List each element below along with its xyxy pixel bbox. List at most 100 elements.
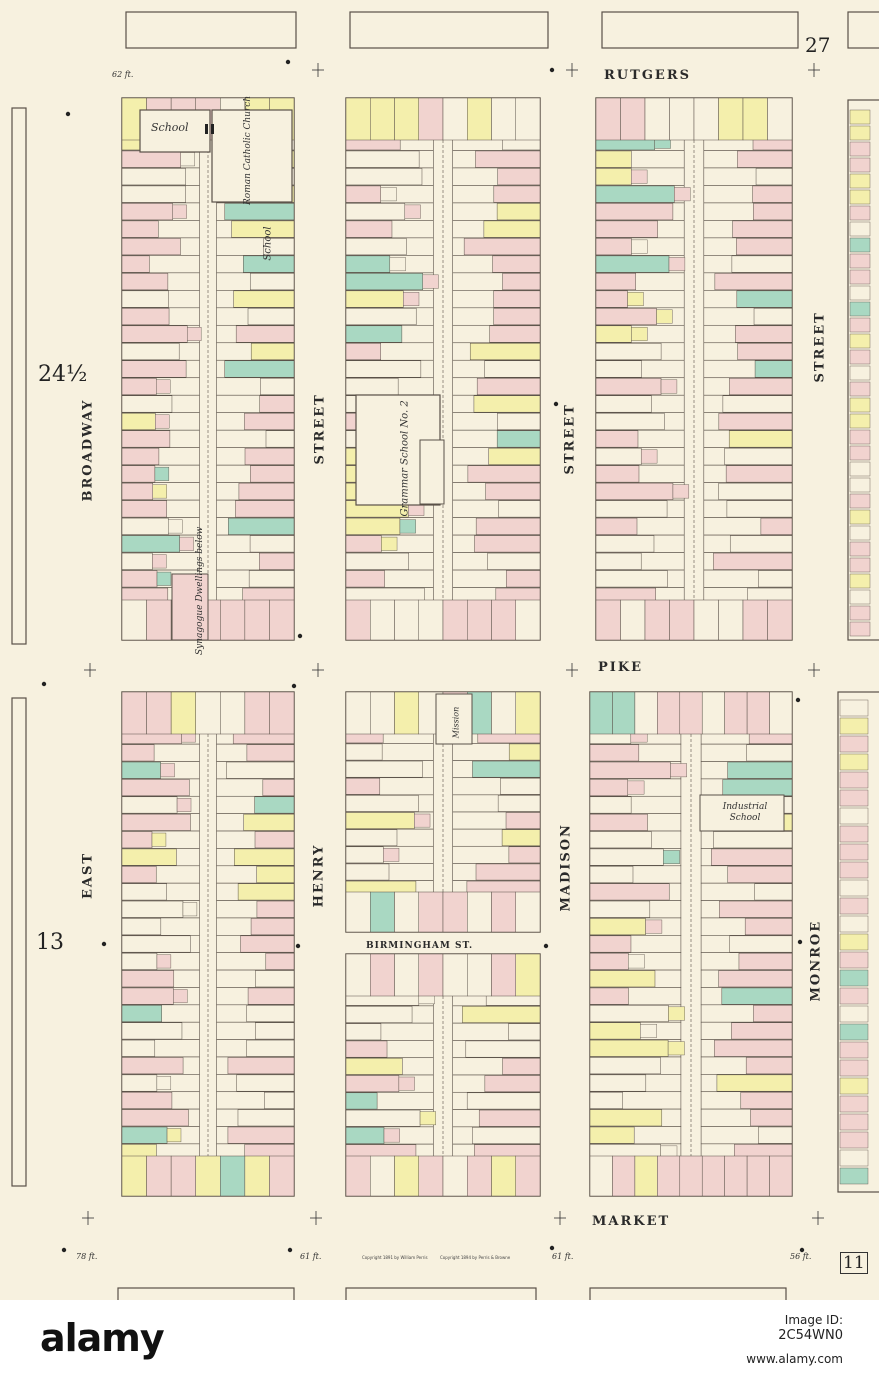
- building: [121, 360, 187, 378]
- hydrant-dot: [549, 67, 555, 73]
- frontage-lot: [269, 1155, 295, 1197]
- hydrant-dot: [285, 59, 291, 65]
- building: [121, 952, 158, 970]
- building: [121, 238, 181, 256]
- building: [493, 290, 541, 308]
- frontage-lot: [146, 691, 172, 735]
- building: [496, 203, 541, 221]
- frontage-lot: [418, 599, 444, 641]
- frontage-lot: [394, 1155, 419, 1197]
- building: [484, 360, 541, 378]
- frontage-lot: [746, 1155, 770, 1197]
- right-edge-lot: [839, 1077, 869, 1095]
- grammar-school-wing: [419, 439, 445, 505]
- frontage-lot: [418, 891, 444, 933]
- right-edge-lot: [849, 365, 871, 381]
- right-edge-lot: [839, 843, 869, 861]
- frontage-lot: [220, 691, 246, 735]
- building: [121, 150, 181, 168]
- building: [589, 883, 670, 901]
- frontage-lot: [724, 1155, 748, 1197]
- right-edge-lot: [839, 825, 869, 843]
- frontage-lot: [121, 1155, 147, 1197]
- building: [249, 535, 295, 553]
- frontage-lot: [669, 599, 695, 641]
- church-marker: [211, 124, 214, 134]
- building: [760, 517, 793, 535]
- right-edge-lot: [839, 699, 869, 717]
- hydrant-dot: [297, 633, 303, 639]
- right-edge-lot: [849, 157, 871, 173]
- building: [345, 517, 401, 535]
- building: [714, 273, 793, 291]
- rear-building: [182, 902, 198, 917]
- building: [467, 465, 541, 483]
- rear-building: [672, 484, 690, 499]
- building: [719, 900, 793, 918]
- building: [501, 829, 541, 847]
- building: [498, 500, 541, 518]
- hydrant-dot: [101, 941, 107, 947]
- building: [254, 796, 295, 814]
- hydrant-dot: [549, 1245, 555, 1251]
- building: [595, 447, 642, 465]
- building: [121, 517, 169, 535]
- plate-number: 27: [805, 33, 831, 57]
- building: [240, 935, 295, 953]
- building: [260, 377, 295, 395]
- frontage-lot: [345, 599, 371, 641]
- right-edge-lot: [849, 429, 871, 445]
- frontage-lot: [657, 691, 681, 735]
- building-label-synagogue: Synagogue Dwellings below: [195, 526, 205, 655]
- building: [246, 1039, 295, 1057]
- right-edge-lot: [839, 951, 869, 969]
- building: [121, 779, 190, 797]
- building: [735, 325, 793, 343]
- building: [732, 220, 793, 238]
- rear-building: [381, 536, 398, 551]
- building: [483, 220, 541, 238]
- building: [713, 552, 793, 570]
- building: [758, 1126, 793, 1144]
- building: [589, 900, 651, 918]
- rear-building: [380, 187, 397, 202]
- building: [236, 1074, 295, 1092]
- frontage-lot: [345, 953, 371, 997]
- building: [345, 777, 381, 795]
- rear-building: [398, 1076, 415, 1091]
- synagogue-building: [171, 573, 209, 641]
- building: [753, 203, 793, 221]
- frontage-lot: [195, 691, 221, 735]
- right-edge-lot: [849, 413, 871, 429]
- building: [595, 273, 636, 291]
- rear-building: [641, 449, 658, 464]
- building: [345, 1127, 385, 1144]
- building: [231, 220, 295, 238]
- building: [265, 430, 295, 448]
- rear-building: [404, 204, 421, 219]
- frontage-lot: [394, 599, 419, 641]
- rear-building: [151, 832, 167, 847]
- building: [121, 987, 174, 1005]
- building: [345, 150, 420, 168]
- copyright-right: Copyright 1894 by Perris & Browne: [440, 1255, 511, 1260]
- building: [746, 744, 793, 762]
- image-id-code: 2C54WN0: [778, 1328, 843, 1343]
- frontage-lot: [467, 97, 492, 141]
- frontage-lot: [491, 97, 516, 141]
- frontage-lot: [345, 97, 371, 141]
- building: [121, 185, 186, 203]
- rear-building: [670, 763, 687, 778]
- building: [595, 255, 670, 273]
- building: [508, 743, 541, 761]
- building: [595, 308, 657, 326]
- rear-building: [631, 239, 648, 254]
- mission-building: [435, 693, 473, 745]
- right-edge-lot: [849, 141, 871, 157]
- right-edge-lot: [849, 525, 871, 541]
- building: [345, 343, 381, 361]
- building: [237, 883, 295, 901]
- building: [121, 866, 157, 883]
- building: [121, 412, 156, 430]
- building: [595, 220, 658, 238]
